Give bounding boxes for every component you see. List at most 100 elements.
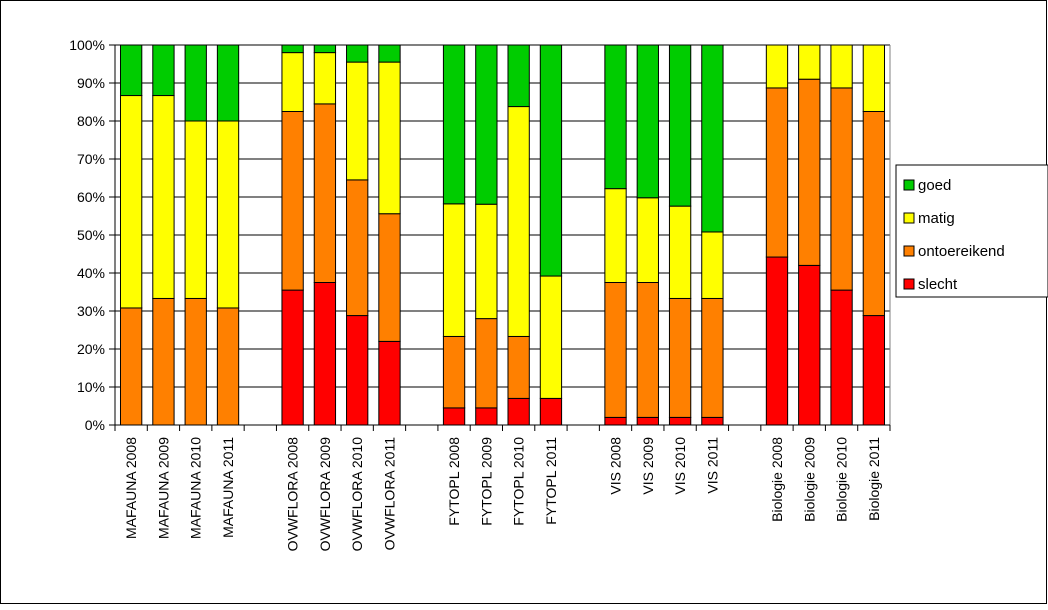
bar-segment-ontoereikend	[701, 297, 724, 418]
bar-segment-goed	[152, 44, 175, 97]
bar-segment-goed	[539, 44, 563, 277]
bar-segment-goed	[475, 44, 498, 205]
bar-segment-goed	[281, 44, 304, 54]
x-category-label: MAFAUNA 2011	[220, 437, 236, 538]
bar-segment-goed	[119, 44, 143, 97]
x-category-label: Biologie 2011	[866, 437, 882, 521]
bar-segment-slecht	[830, 289, 853, 426]
bar-segment-goed	[507, 44, 530, 108]
bar-segment-goed	[604, 44, 627, 190]
x-category-label: Biologie 2010	[834, 437, 850, 522]
bar-segment-goed	[313, 44, 337, 54]
bar-segment-ontoereikend	[313, 103, 337, 284]
bar-segment-matig	[442, 203, 466, 337]
y-tick-label: 100%	[69, 37, 105, 53]
x-category-label: Biologie 2008	[769, 437, 785, 522]
legend-label-ontoereikend: ontoereikend	[918, 243, 1005, 260]
bar-segment-slecht	[539, 397, 563, 426]
bar-segment-matig	[862, 44, 886, 112]
bar-segment-ontoereikend	[475, 318, 498, 409]
bar-segment-ontoereikend	[216, 307, 240, 426]
legend-swatch-matig	[903, 212, 915, 224]
x-category-label: OVWFLORA 2009	[317, 437, 333, 552]
bar-segment-slecht	[281, 289, 304, 426]
y-tick-label: 20%	[77, 341, 105, 357]
bar-segment-goed	[184, 44, 207, 122]
bar-segment-matig	[765, 44, 789, 89]
legend-label-matig: matig	[918, 210, 955, 227]
bar-segment-matig	[184, 120, 207, 299]
legend-swatch-ontoereikend	[903, 245, 915, 257]
bar-segment-ontoereikend	[830, 87, 853, 291]
y-tick-label: 40%	[77, 265, 105, 281]
y-tick-labels: 0% 10% 20% 30% 40% 50% 60% 70% 80% 90% 100%	[69, 37, 105, 433]
bar-segment-slecht	[313, 282, 337, 426]
x-category-label: MAFAUNA 2009	[155, 437, 171, 539]
bar-segment-goed	[636, 44, 659, 199]
bar-segment-matig	[539, 275, 563, 399]
bar-segment-ontoereikend	[862, 111, 886, 317]
bar-segment-ontoereikend	[798, 78, 821, 266]
bar-segment-ontoereikend	[346, 179, 369, 317]
bar-segment-ontoereikend	[184, 297, 207, 426]
bar-segment-ontoereikend	[442, 335, 466, 409]
bar-segment-matig	[346, 61, 369, 181]
legend-box	[895, 164, 1048, 298]
bar-segment-slecht	[507, 397, 530, 426]
bar-segment-slecht	[668, 416, 692, 426]
bar-segment-ontoereikend	[765, 87, 789, 258]
y-tick-label: 80%	[77, 113, 105, 129]
bar-segment-goed	[668, 44, 692, 207]
y-tick-label: 50%	[77, 227, 105, 243]
bar-segment-goed	[701, 44, 724, 233]
bar-segment-ontoereikend	[152, 297, 175, 426]
bar-segment-matig	[378, 61, 401, 215]
bars	[119, 44, 886, 426]
bar-segment-goed	[216, 44, 240, 122]
y-tick-label: 90%	[77, 75, 105, 91]
x-category-labels: MAFAUNA 2008 MAFAUNA 2009 MAFAUNA 2010 MAFA…	[123, 437, 882, 552]
bar-segment-ontoereikend	[507, 335, 530, 399]
bar-segment-slecht	[346, 315, 369, 426]
x-category-label: VIS 2010	[672, 437, 688, 495]
axes	[109, 44, 891, 431]
bar-segment-ontoereikend	[119, 307, 143, 426]
y-tick-label: 10%	[77, 379, 105, 395]
y-tick-label: 0%	[85, 417, 105, 433]
x-category-label: MAFAUNA 2008	[123, 437, 139, 539]
bar-segment-matig	[475, 203, 498, 320]
gridlines	[115, 44, 890, 425]
x-category-label: FYTOPL 2011	[543, 437, 559, 525]
bar-segment-goed	[378, 44, 401, 63]
x-category-label: FYTOPL 2010	[511, 437, 527, 526]
x-category-label: MAFAUNA 2010	[188, 437, 204, 539]
x-category-label: Biologie 2009	[801, 437, 817, 522]
x-category-label: VIS 2009	[640, 437, 656, 495]
bar-segment-slecht	[701, 416, 724, 426]
bar-segment-matig	[281, 52, 304, 112]
legend-swatch-slecht	[903, 278, 915, 290]
bar-segment-matig	[152, 95, 175, 299]
y-tick-label: 70%	[77, 151, 105, 167]
bar-segment-matig	[701, 231, 724, 299]
x-category-label: OVWFLORA 2008	[285, 437, 301, 552]
bar-segment-matig	[119, 95, 143, 309]
x-category-label: VIS 2008	[608, 437, 624, 495]
bar-segment-slecht	[798, 264, 821, 426]
legend: goed matig ontoereikend slecht	[895, 164, 1048, 298]
bar-segment-slecht	[442, 407, 466, 426]
bar-segment-slecht	[636, 416, 659, 426]
bar-segment-matig	[636, 197, 659, 283]
bar-segment-slecht	[604, 416, 627, 426]
bar-segment-ontoereikend	[604, 282, 627, 418]
bar-segment-matig	[216, 120, 240, 309]
bar-segment-slecht	[862, 315, 886, 426]
x-category-label: FYTOPL 2008	[446, 437, 462, 526]
bar-segment-matig	[313, 52, 337, 105]
bar-segment-matig	[830, 44, 853, 89]
bar-segment-ontoereikend	[281, 111, 304, 291]
bar-segment-matig	[798, 44, 821, 80]
bar-segment-ontoereikend	[636, 282, 659, 418]
